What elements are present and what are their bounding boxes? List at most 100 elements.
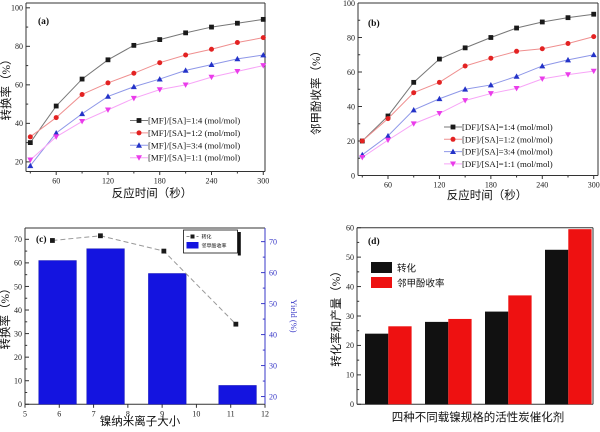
y-tick-label: 40 bbox=[346, 282, 354, 291]
marker-square bbox=[233, 321, 239, 327]
marker-triangle-down bbox=[565, 72, 571, 78]
marker-triangle-up bbox=[436, 95, 443, 102]
marker-triangle-down bbox=[53, 134, 60, 140]
marker-circle bbox=[183, 52, 189, 58]
marker-square bbox=[437, 56, 442, 62]
bar-conversion bbox=[485, 311, 509, 405]
y-tick-label: 30 bbox=[346, 312, 354, 321]
series-line bbox=[362, 70, 594, 158]
marker-triangle-down bbox=[156, 87, 163, 93]
legend-label: [MF]/[SA]=1:1 (mol/mol) bbox=[148, 153, 240, 163]
y-axis-label: 转换率（%） bbox=[0, 282, 12, 349]
marker-triangle-up bbox=[234, 55, 241, 62]
marker-triangle-down bbox=[590, 68, 597, 75]
panel-d: 0 10 20 30 40 50 60 四种不同载镍规格的活性炭催化剂 转化率和产量（%） (d)… bbox=[300, 216, 600, 432]
y-tick-label: 10 bbox=[346, 371, 354, 380]
marker-circle bbox=[591, 34, 597, 40]
marker-square bbox=[260, 16, 266, 22]
right-tick-label: 50 bbox=[269, 299, 277, 308]
y-tick-label: 60 bbox=[15, 81, 23, 90]
marker-square bbox=[234, 20, 240, 26]
marker-triangle-up bbox=[104, 93, 111, 99]
marker-circle bbox=[131, 70, 137, 76]
marker-triangle-down bbox=[385, 137, 391, 144]
y-tick-label: 60 bbox=[347, 68, 355, 77]
marker-triangle-up bbox=[565, 56, 571, 63]
series-line bbox=[361, 54, 594, 156]
marker-triangle-down bbox=[450, 161, 456, 167]
legend-swatch bbox=[186, 242, 199, 249]
x-tick-label: 300 bbox=[257, 177, 269, 186]
x-tick-label: 9 bbox=[160, 409, 164, 418]
marker-triangle-up bbox=[513, 73, 520, 79]
marker-circle bbox=[385, 116, 391, 122]
marker-triangle-up bbox=[385, 132, 391, 139]
y-tick-label: 100 bbox=[11, 4, 23, 13]
x-tick-label: 300 bbox=[588, 181, 600, 190]
x-tick-label: 11 bbox=[227, 409, 235, 418]
marker-square bbox=[131, 42, 137, 48]
right-axis-label: Yield (%) bbox=[289, 299, 299, 332]
marker-triangle-up bbox=[79, 110, 86, 117]
marker-triangle-up bbox=[410, 106, 417, 113]
conversion-line bbox=[52, 235, 237, 325]
x-tick-label: 180 bbox=[154, 177, 166, 186]
chart-b: 60 120 180 240 300 0 20 40 60 80 100 反应时间（秒） 邻甲酚收率（%… bbox=[309, 0, 600, 202]
marker-triangle-down bbox=[27, 157, 34, 163]
series-line bbox=[29, 18, 264, 143]
right-tick-label: 60 bbox=[269, 268, 277, 277]
y-tick-label: 80 bbox=[347, 33, 355, 42]
marker-triangle-up bbox=[27, 162, 34, 169]
right-tick-label: 30 bbox=[269, 361, 277, 370]
y-tick-label: 50 bbox=[346, 253, 354, 262]
y-axis-label: 邻甲酚收率（%） bbox=[309, 45, 323, 135]
legend-label: [DF]/[SA]=3:4 (mol/mol) bbox=[462, 147, 553, 157]
panel-c: 5 6 7 8 9 10 11 12 0 10 20 30 40 50 60 70 20 30 40 50 60 70 Yi… bbox=[0, 216, 300, 432]
y-tick-label: 40 bbox=[15, 119, 23, 128]
marker-triangle-up bbox=[260, 51, 267, 58]
right-tick-label: 70 bbox=[269, 237, 277, 246]
x-axis-label: 镍纳米离子大小 bbox=[100, 414, 181, 428]
x-tick-label: 7 bbox=[92, 409, 96, 418]
y-tick-label: 30 bbox=[14, 329, 22, 338]
marker-square bbox=[411, 79, 417, 85]
bar-yield bbox=[568, 229, 592, 405]
marker-square bbox=[161, 248, 167, 254]
bar-conversion bbox=[545, 249, 569, 405]
x-tick-label: 6 bbox=[57, 409, 61, 418]
x-tick-label: 12 bbox=[261, 409, 269, 418]
marker-square bbox=[53, 103, 59, 109]
yield-bar bbox=[86, 248, 125, 405]
legend-marker bbox=[190, 234, 195, 239]
chart-a: 60 120 180 240 300 20 40 60 80 100 反应时间（秒） 转换率（%） (a… bbox=[0, 2, 269, 200]
marker-triangle-down bbox=[436, 111, 443, 117]
y-tick-label: 10 bbox=[14, 377, 22, 386]
panel-tag: (c) bbox=[36, 234, 47, 245]
series-line bbox=[361, 36, 594, 142]
x-tick-label: 8 bbox=[126, 409, 130, 418]
marker-square bbox=[157, 37, 163, 42]
marker-square bbox=[514, 25, 519, 31]
legend-label: 转化 bbox=[202, 234, 212, 241]
marker-triangle-down bbox=[104, 107, 111, 113]
y-tick-label: 70 bbox=[14, 235, 22, 244]
y-tick-label: 0 bbox=[351, 171, 355, 180]
marker-triangle-down bbox=[410, 121, 417, 127]
marker-circle bbox=[234, 39, 240, 45]
bar-conversion bbox=[365, 333, 389, 405]
marker-square bbox=[209, 24, 214, 30]
x-axis-label: 四种不同载镍规格的活性炭催化剂 bbox=[392, 410, 565, 424]
y-tick-label: 100 bbox=[343, 0, 355, 8]
marker-square bbox=[105, 57, 111, 63]
marker-square bbox=[98, 233, 103, 239]
marker-triangle-down bbox=[130, 95, 137, 102]
marker-triangle-up bbox=[450, 148, 456, 154]
bar-yield bbox=[388, 326, 412, 405]
x-tick-label: 5 bbox=[23, 409, 27, 418]
marker-triangle-up bbox=[182, 67, 189, 73]
chart-c: 5 6 7 8 9 10 11 12 0 10 20 30 40 50 60 70 20 30 40 50 60 70 Yi… bbox=[0, 227, 299, 428]
chart-d: 0 10 20 30 40 50 60 四种不同载镍规格的活性炭催化剂 转化率和产量（%） (d)… bbox=[329, 224, 594, 424]
bar-conversion bbox=[425, 321, 449, 405]
right-tick-label: 40 bbox=[269, 330, 277, 339]
